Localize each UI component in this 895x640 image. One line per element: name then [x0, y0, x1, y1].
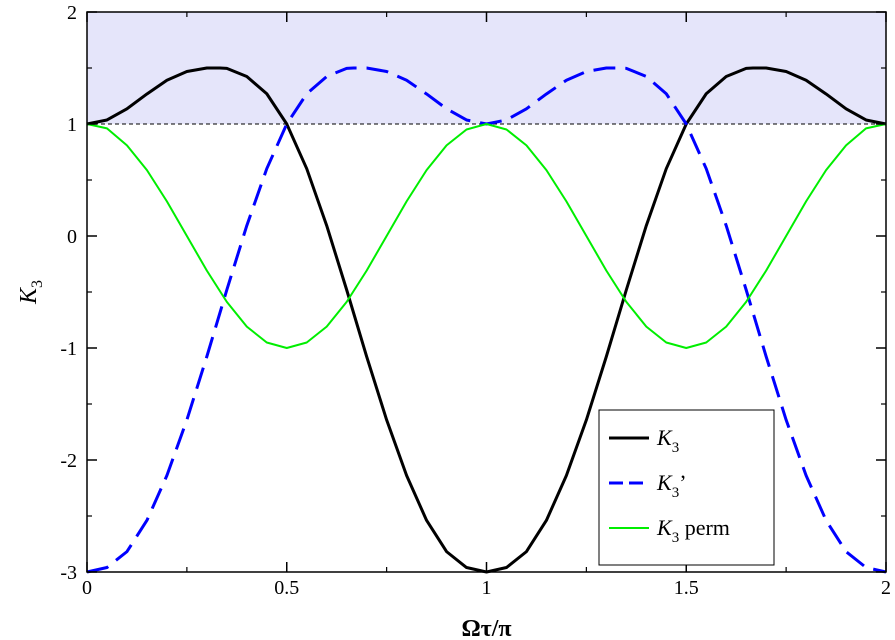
y-tick-label: 1 [67, 114, 77, 136]
legend-label-1: K3 [656, 425, 679, 456]
series-line-3 [86, 123, 887, 349]
x-tick-label: 1 [482, 577, 492, 599]
y-tick-label: -3 [60, 562, 77, 584]
x-axis-label: Ωτ/π [461, 616, 511, 640]
legend-label-2: K3’ [656, 470, 687, 501]
x-tick-label: 2 [881, 577, 891, 599]
y-axis-label: K3 [16, 280, 46, 305]
legend-box [598, 409, 775, 566]
legend-label-3: K3 perm [656, 515, 730, 546]
x-tick-label: 1.5 [674, 577, 699, 599]
y-tick-label: -1 [60, 338, 77, 360]
y-axis-label-main: K [16, 286, 42, 305]
svg-text:K3: K3 [16, 280, 46, 305]
legend: K3 K3’ K3 perm [598, 409, 775, 566]
y-axis-label-sub: 3 [29, 280, 46, 288]
y-tick-label: 0 [67, 226, 77, 248]
y-tick-label: -2 [60, 450, 77, 472]
x-tick-label: 0 [82, 577, 92, 599]
ticks-layer: 0 0.5 1 1.5 2 -3 -2 -1 0 1 2 [60, 2, 891, 599]
y-tick-label: 2 [67, 2, 77, 24]
x-tick-label: 0.5 [274, 577, 299, 599]
